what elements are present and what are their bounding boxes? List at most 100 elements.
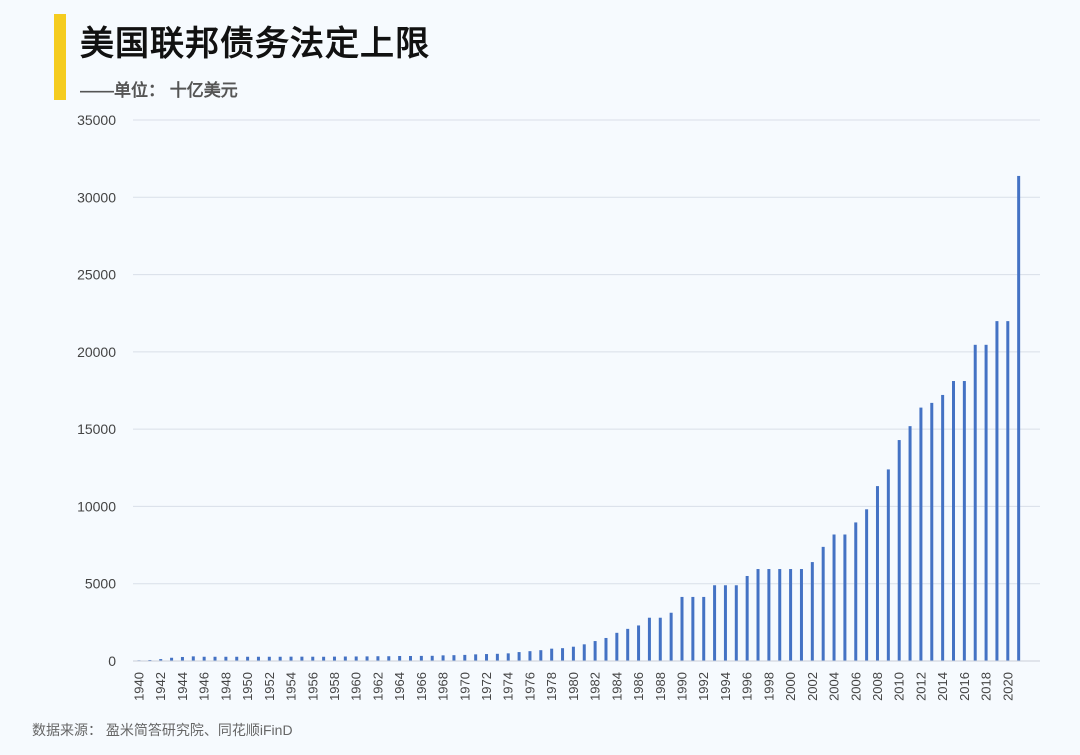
data-source: 数据来源： 盈米简答研究院、同花顺iFinD — [32, 722, 293, 738]
title-accent-bar — [54, 14, 66, 100]
bar — [952, 381, 955, 661]
bar — [300, 656, 304, 661]
bar — [213, 656, 217, 661]
x-tick-label: 2014 — [935, 672, 950, 701]
y-tick-label: 15000 — [77, 421, 116, 437]
bar — [669, 612, 673, 661]
bar — [517, 652, 521, 661]
bar — [1006, 321, 1010, 661]
x-tick-label: 2018 — [979, 672, 994, 701]
x-tick-label: 1952 — [262, 672, 277, 701]
bar — [593, 641, 597, 661]
bar — [832, 534, 836, 661]
bar — [267, 656, 271, 661]
x-tick-label: 2002 — [805, 672, 820, 701]
x-tick-label: 1942 — [153, 672, 168, 701]
x-tick-label: 1948 — [218, 672, 233, 701]
x-tick-label: 1966 — [414, 672, 429, 701]
x-tick-label: 1994 — [718, 672, 733, 701]
x-tick-label: 2006 — [848, 672, 863, 701]
bar — [691, 596, 695, 661]
bar — [409, 655, 412, 661]
bar — [984, 344, 988, 661]
y-tick-label: 25000 — [77, 267, 116, 283]
x-tick-label: 1990 — [675, 672, 690, 701]
bar — [756, 569, 760, 661]
bar — [343, 656, 347, 661]
bar — [159, 659, 163, 661]
bar — [799, 569, 803, 661]
bar — [930, 402, 934, 661]
x-tick-label: 1986 — [631, 672, 646, 701]
chart-subtitle: ——单位： 十亿美元 — [80, 81, 238, 100]
bar — [821, 546, 825, 661]
bar — [615, 632, 619, 661]
x-tick-label: 1996 — [740, 672, 755, 701]
y-tick-label: 30000 — [77, 189, 116, 205]
x-tick-label: 1972 — [479, 672, 494, 701]
x-tick-label: 1968 — [436, 672, 451, 701]
bar — [908, 426, 912, 661]
bar — [571, 646, 575, 661]
y-tick-label: 35000 — [77, 112, 116, 128]
bar — [723, 585, 727, 661]
bar — [398, 655, 402, 661]
bar — [745, 575, 749, 661]
bar — [485, 654, 489, 661]
bar — [550, 648, 554, 661]
x-tick-label: 1988 — [653, 672, 668, 701]
bar — [256, 656, 260, 661]
bar — [854, 522, 858, 661]
y-tick-label: 20000 — [77, 344, 116, 360]
y-tick-label: 10000 — [77, 498, 116, 514]
bar — [278, 656, 282, 661]
bar — [995, 321, 999, 661]
bar — [865, 509, 869, 661]
bar — [311, 656, 315, 661]
bar — [452, 655, 456, 661]
bar — [495, 653, 499, 661]
bar — [463, 654, 467, 661]
x-axis-ticks: 1940 1942 1944 1946 1948 1950 1952 1954 1956 1958… — [132, 672, 1016, 701]
bars — [137, 175, 1021, 662]
x-tick-label: 1950 — [240, 672, 255, 701]
x-tick-label: 2016 — [957, 672, 972, 701]
bar — [767, 569, 771, 661]
bar — [680, 596, 684, 661]
x-tick-label: 2004 — [827, 672, 842, 701]
bar — [713, 585, 717, 661]
x-tick-label: 1958 — [327, 672, 342, 701]
bar — [637, 625, 641, 661]
x-tick-label: 1982 — [588, 672, 603, 701]
bar — [180, 656, 184, 661]
bar — [430, 655, 434, 661]
gridlines — [133, 119, 1040, 585]
bar — [539, 650, 543, 661]
bar — [235, 656, 239, 661]
bar — [886, 469, 890, 661]
bar — [387, 656, 391, 661]
x-tick-label: 1956 — [305, 672, 320, 701]
bar — [202, 656, 206, 661]
bar — [506, 653, 510, 661]
y-tick-label: 0 — [108, 653, 116, 669]
x-tick-label: 2020 — [1000, 672, 1015, 701]
x-tick-label: 2012 — [913, 672, 928, 701]
chart-title: 美国联邦债务法定上限 — [80, 25, 430, 63]
bar — [789, 569, 793, 661]
x-tick-label: 1940 — [132, 672, 147, 701]
bar — [897, 440, 901, 661]
x-tick-label: 1960 — [349, 672, 364, 701]
x-tick-label: 2000 — [783, 672, 798, 701]
x-tick-label: 2010 — [892, 672, 907, 701]
bar — [843, 534, 847, 661]
bar — [778, 569, 782, 661]
x-tick-label: 1984 — [609, 672, 624, 701]
bar — [170, 657, 174, 661]
x-tick-label: 1954 — [284, 672, 299, 701]
bar — [354, 656, 358, 661]
bar — [973, 344, 977, 661]
bar — [962, 381, 966, 661]
bar — [148, 659, 152, 661]
